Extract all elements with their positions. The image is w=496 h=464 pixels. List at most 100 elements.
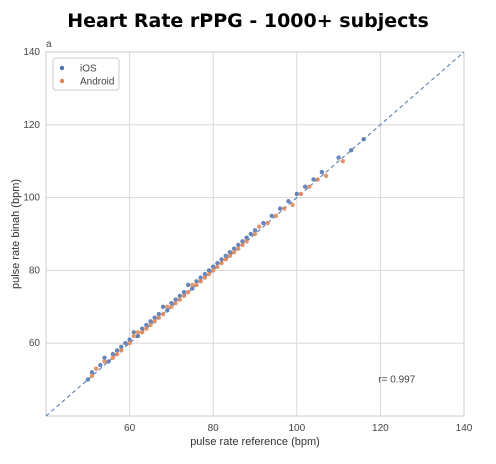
data-point-ios (336, 155, 341, 160)
data-point-android (102, 359, 107, 364)
data-point-ios (198, 275, 203, 280)
data-point-android (282, 206, 287, 211)
data-point-android (152, 319, 157, 324)
data-point-android (323, 173, 329, 178)
legend-marker-ios (59, 65, 65, 71)
data-point-ios (123, 341, 128, 346)
data-point-ios (202, 271, 208, 277)
data-point-android (93, 366, 99, 371)
data-point-android (173, 300, 178, 306)
data-point-android (160, 311, 166, 317)
data-point-ios (223, 253, 228, 259)
data-point-ios (277, 206, 283, 211)
y-tick-label: 80 (29, 265, 41, 276)
data-point-android (114, 351, 120, 357)
data-point-android (273, 213, 279, 218)
data-point-android (185, 290, 191, 295)
data-point-android (227, 253, 233, 259)
plot-frame (45, 51, 465, 417)
data-point-android (290, 202, 295, 208)
data-point-android (139, 330, 145, 335)
data-point-ios (181, 290, 187, 295)
data-point-android (198, 279, 203, 284)
data-point-ios (169, 300, 174, 306)
data-point-android (307, 184, 312, 189)
legend-label-ios: iOS (80, 64, 97, 75)
legend-box (52, 57, 120, 91)
data-point-android (181, 293, 187, 299)
data-point-ios (152, 315, 157, 320)
data-point-android (240, 242, 245, 248)
x-tick-label: 120 (372, 423, 389, 434)
data-point-android (148, 322, 153, 328)
data-point-ios (236, 242, 241, 248)
data-point-android (119, 348, 124, 353)
data-point-ios (206, 268, 212, 273)
data-point-android (244, 239, 249, 244)
data-point-android (223, 257, 228, 262)
data-point-android (215, 264, 220, 269)
y-axis-label: pulse rate binah (bpm) (10, 179, 22, 289)
data-point-android (169, 304, 174, 309)
data-point-android (127, 341, 132, 346)
data-point-android (340, 159, 345, 164)
data-point-android (206, 271, 212, 277)
data-point-ios (156, 311, 162, 317)
data-point-android (144, 326, 149, 331)
data-point-ios (211, 264, 216, 269)
data-point-android (165, 304, 170, 309)
data-point-android (190, 282, 195, 288)
data-point-ios (135, 333, 141, 339)
data-point-ios (139, 326, 145, 331)
data-point-android (265, 220, 270, 226)
x-tick-label: 100 (288, 423, 305, 434)
data-point-ios (190, 286, 195, 291)
data-point-ios (244, 235, 249, 240)
data-point-ios (194, 279, 199, 284)
data-point-ios (240, 239, 245, 244)
data-point-android (110, 355, 116, 360)
data-point-ios (269, 213, 274, 218)
data-point-ios (348, 148, 354, 153)
data-point-ios (302, 184, 308, 189)
x-tick-label: 60 (124, 423, 136, 434)
legend-marker-android (59, 78, 65, 84)
data-point-ios (119, 344, 124, 350)
legend-label-android: Android (80, 77, 114, 88)
data-point-ios (227, 250, 233, 255)
data-point-android (202, 275, 208, 280)
data-point-ios (311, 177, 316, 182)
data-point-android (194, 282, 199, 288)
data-point-ios (160, 304, 166, 309)
y-tick-label: 140 (23, 47, 40, 58)
x-axis-label: pulse rate reference (bpm) (190, 436, 320, 448)
data-point-android (315, 177, 320, 182)
data-point-android (131, 333, 136, 339)
data-point-ios (106, 359, 111, 364)
data-point-ios (98, 362, 103, 368)
data-point-android (219, 260, 224, 266)
data-point-ios (110, 351, 116, 357)
data-point-ios (286, 199, 291, 204)
data-point-ios (114, 348, 120, 353)
data-point-ios (231, 246, 237, 251)
data-point-ios (148, 319, 153, 324)
data-point-ios (248, 231, 254, 237)
data-point-android (135, 330, 141, 335)
data-point-ios (215, 260, 220, 266)
data-point-ios (85, 377, 91, 382)
x-tick-label: 80 (208, 423, 220, 434)
data-point-android (236, 246, 241, 251)
y-tick-label: 100 (23, 193, 40, 204)
data-point-ios (185, 282, 191, 288)
correlation-annotation: r= 0.997 (378, 375, 415, 386)
data-point-ios (165, 308, 170, 313)
data-point-ios (294, 191, 299, 197)
data-point-android (156, 315, 162, 320)
data-point-ios (319, 169, 325, 175)
y-tick-label: 120 (23, 120, 40, 131)
data-point-ios (89, 370, 95, 375)
x-tick-label: 140 (456, 423, 473, 434)
data-point-android (211, 268, 216, 273)
